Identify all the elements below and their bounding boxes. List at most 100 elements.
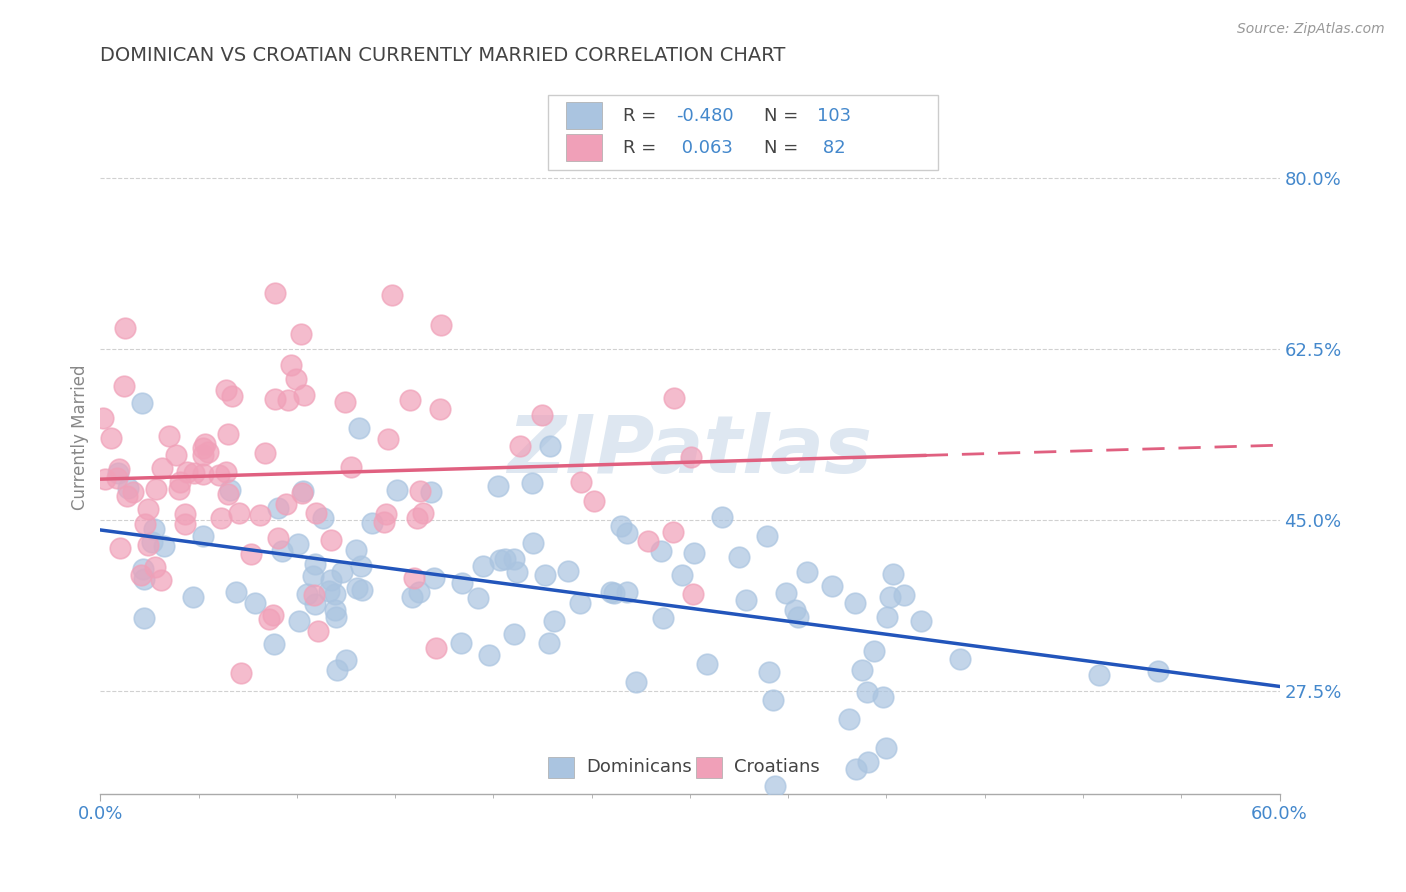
Point [280, 359, 302, 373]
Point [652, 611, 675, 625]
Point [304, 588, 326, 602]
Point [467, 591, 489, 605]
Point [381, 288, 404, 302]
Point [191, 441, 214, 455]
Point [662, 391, 685, 405]
Point [346, 581, 368, 595]
Point [350, 582, 373, 597]
Point [402, 571, 425, 585]
FancyBboxPatch shape [696, 756, 721, 778]
Point [796, 565, 818, 579]
Point [312, 511, 335, 525]
Point [762, 692, 785, 706]
Point [405, 511, 427, 525]
Point [502, 552, 524, 566]
Point [105, 471, 128, 485]
Point [429, 402, 451, 417]
Point [876, 609, 898, 624]
Point [374, 508, 396, 522]
Point [522, 475, 544, 490]
Point [191, 467, 214, 482]
Point [150, 573, 173, 587]
Point [893, 588, 915, 602]
Point [557, 564, 579, 578]
Point [603, 586, 626, 600]
Text: N =: N = [765, 138, 804, 157]
Point [221, 389, 243, 403]
Point [450, 575, 472, 590]
Text: -0.480: -0.480 [676, 107, 734, 125]
Point [239, 547, 262, 561]
Point [844, 596, 866, 610]
Point [173, 516, 195, 531]
Point [321, 533, 343, 547]
Point [624, 674, 647, 689]
Point [165, 448, 187, 462]
Point [245, 596, 267, 610]
FancyBboxPatch shape [567, 134, 602, 161]
Point [505, 565, 527, 579]
Point [408, 584, 430, 599]
Point [263, 392, 285, 406]
Point [786, 610, 808, 624]
Point [533, 568, 555, 582]
Point [100, 431, 122, 445]
Point [169, 475, 191, 490]
Point [420, 485, 443, 500]
Point [305, 506, 328, 520]
Point [131, 396, 153, 410]
Point [323, 587, 346, 601]
Point [197, 445, 219, 459]
Point [287, 537, 309, 551]
Point [183, 467, 205, 481]
Point [775, 586, 797, 600]
Point [728, 550, 751, 565]
Point [215, 466, 238, 480]
Point [360, 516, 382, 531]
Point [1147, 664, 1170, 678]
Point [143, 560, 166, 574]
Point [117, 481, 139, 495]
Point [845, 762, 868, 776]
Point [530, 408, 553, 422]
Point [228, 506, 250, 520]
Point [412, 506, 434, 520]
Point [478, 648, 501, 662]
Point [910, 614, 932, 628]
Point [132, 572, 155, 586]
Point [488, 553, 510, 567]
Point [661, 525, 683, 540]
Point [838, 712, 860, 726]
Point [122, 484, 145, 499]
Point [333, 394, 356, 409]
Point [129, 568, 152, 582]
Point [194, 437, 217, 451]
Point [494, 552, 516, 566]
Text: 103: 103 [817, 107, 852, 125]
Point [344, 542, 367, 557]
Point [138, 502, 160, 516]
Point [616, 526, 638, 541]
Point [262, 607, 284, 622]
Point [538, 439, 561, 453]
Point [610, 518, 633, 533]
Point [875, 741, 897, 756]
Point [568, 596, 591, 610]
Point [225, 584, 247, 599]
Point [734, 593, 756, 607]
Point [152, 539, 174, 553]
Point [679, 450, 702, 465]
Point [758, 665, 780, 680]
Point [872, 690, 894, 705]
Point [472, 559, 495, 574]
Text: R =: R = [623, 138, 662, 157]
FancyBboxPatch shape [548, 756, 575, 778]
Point [142, 522, 165, 536]
Point [267, 531, 290, 545]
Point [229, 666, 252, 681]
Point [318, 583, 340, 598]
Point [710, 510, 733, 524]
Point [509, 439, 531, 453]
Point [107, 467, 129, 481]
Point [862, 643, 884, 657]
